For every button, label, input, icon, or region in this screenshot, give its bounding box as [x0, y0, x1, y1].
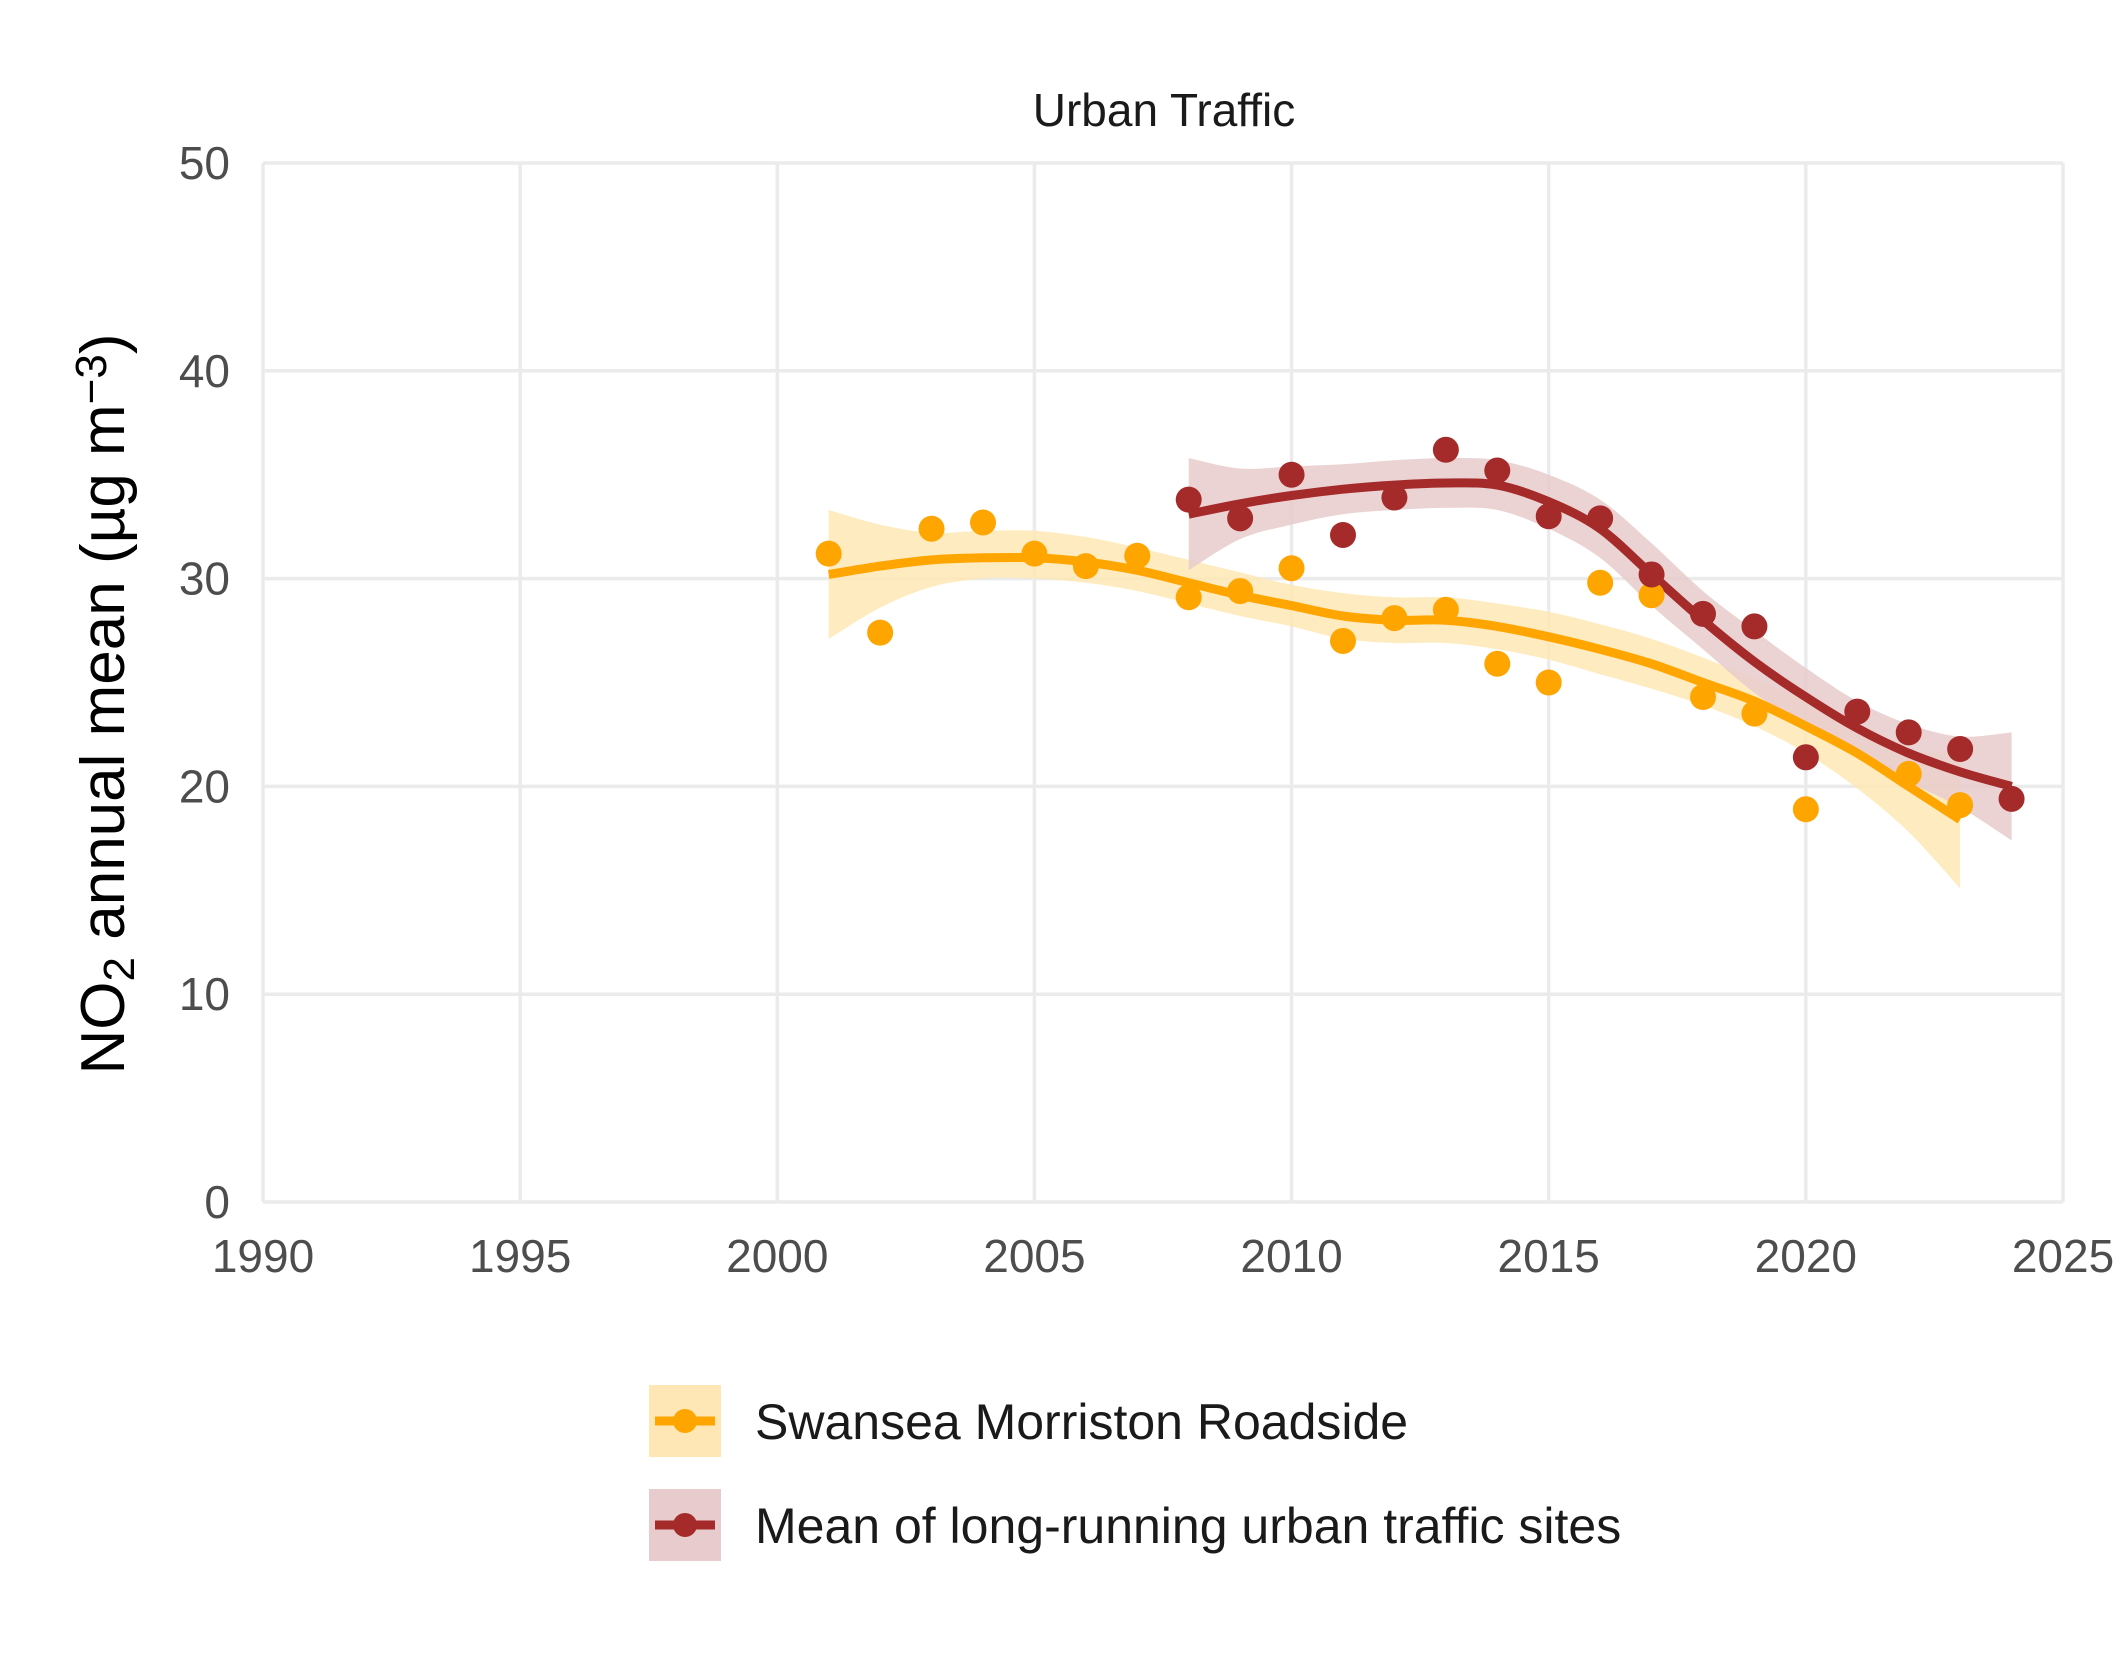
data-point — [1638, 582, 1665, 609]
legend-key-marker — [673, 1409, 697, 1433]
y-axis-ticks: 0 10 20 30 40 50 — [179, 137, 230, 1228]
data-point — [1484, 457, 1511, 484]
y-tick-label: 10 — [179, 968, 230, 1020]
y-tick-label: 20 — [179, 760, 230, 812]
y-axis-title-middle: annual mean (µg m — [69, 404, 138, 957]
x-tick-label: 2010 — [1240, 1230, 1342, 1282]
x-axis-ticks: 1990 1995 2000 2005 2010 2015 2020 2025 — [212, 1230, 2114, 1282]
y-tick-label: 30 — [179, 553, 230, 605]
data-point — [1535, 669, 1562, 696]
y-tick-label: 40 — [179, 345, 230, 397]
data-point — [1124, 542, 1151, 569]
y-axis-title-subscript: 2 — [95, 957, 144, 981]
data-point — [1587, 505, 1614, 532]
y-tick-label: 50 — [179, 137, 230, 189]
data-point — [1895, 760, 1922, 787]
x-tick-label: 2000 — [726, 1230, 828, 1282]
x-tick-label: 1990 — [212, 1230, 314, 1282]
data-point — [1227, 578, 1254, 605]
legend-item-swansea: Swansea Morriston Roadside — [649, 1385, 1408, 1457]
data-point — [1381, 605, 1408, 632]
data-point — [1844, 698, 1871, 725]
data-point — [1587, 569, 1614, 596]
data-point — [1330, 521, 1356, 548]
x-tick-label: 2005 — [983, 1230, 1085, 1282]
data-point — [918, 515, 945, 542]
data-point — [1998, 785, 2025, 812]
x-tick-label: 2015 — [1498, 1230, 1600, 1282]
data-point — [1072, 553, 1099, 580]
y-tick-label: 0 — [204, 1176, 230, 1228]
y-axis-title-superscript: −3 — [67, 354, 116, 404]
x-tick-label: 2025 — [2012, 1230, 2114, 1282]
data-point — [1175, 486, 1202, 513]
legend-label-swansea: Swansea Morriston Roadside — [755, 1394, 1408, 1450]
grid-lines — [261, 161, 2065, 1204]
confidence-band — [828, 510, 1961, 889]
data-point — [867, 619, 894, 646]
legend-item-urban-mean: Mean of long-running urban traffic sites — [649, 1489, 1621, 1561]
legend-label-urban-mean: Mean of long-running urban traffic sites — [755, 1498, 1621, 1554]
data-point — [1227, 505, 1254, 532]
data-point — [1947, 792, 1974, 819]
data-point — [1381, 484, 1408, 511]
data-point — [1895, 719, 1922, 746]
data-point — [1690, 600, 1716, 627]
legend: Swansea Morriston Roadside Mean of long-… — [649, 1385, 1621, 1561]
legend-key-marker — [673, 1513, 697, 1537]
x-tick-label: 1995 — [469, 1230, 571, 1282]
data-point — [1021, 540, 1048, 567]
data-point — [1432, 596, 1459, 623]
data-point — [1535, 503, 1562, 530]
data-point — [1792, 744, 1819, 771]
data-point — [1175, 584, 1202, 611]
data-point — [1484, 650, 1511, 677]
data-point — [1741, 700, 1768, 727]
data-point — [1690, 684, 1716, 711]
y-axis-title-suffix: ) — [69, 334, 138, 355]
data-points — [815, 436, 2025, 823]
chart-title: Urban Traffic — [1033, 84, 1295, 136]
data-point — [1947, 735, 1974, 762]
data-point — [1278, 461, 1305, 488]
data-point — [1638, 561, 1665, 588]
data-point — [1741, 613, 1768, 640]
data-point — [1278, 555, 1305, 582]
y-axis-title: NO2 annual mean (µg m−3) — [67, 334, 143, 1075]
data-point — [815, 540, 842, 567]
x-tick-label: 2020 — [1755, 1230, 1857, 1282]
data-point — [1792, 796, 1819, 823]
data-point — [1330, 627, 1356, 654]
data-point — [970, 509, 996, 536]
y-axis-title-prefix: NO — [69, 981, 138, 1074]
data-point — [1432, 436, 1459, 463]
